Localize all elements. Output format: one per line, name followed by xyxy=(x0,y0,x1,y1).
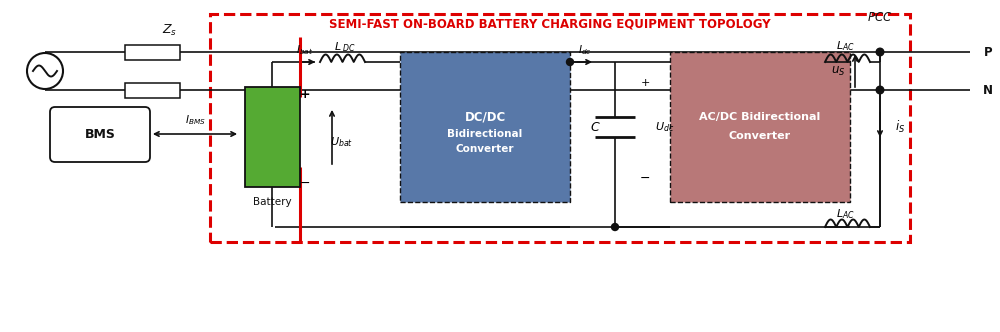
FancyBboxPatch shape xyxy=(670,52,850,202)
Text: $L_{\ DC}$: $L_{\ DC}$ xyxy=(334,40,356,54)
Text: $U_{bat}$: $U_{bat}$ xyxy=(330,135,353,149)
Text: DC/DC: DC/DC xyxy=(464,111,506,124)
Text: SEMI-FAST ON-BOARD BATTERY CHARGING EQUIPMENT TOPOLOGY: SEMI-FAST ON-BOARD BATTERY CHARGING EQUI… xyxy=(329,18,771,31)
Circle shape xyxy=(876,48,884,56)
Text: $C$: $C$ xyxy=(590,121,600,133)
Text: $-$: $-$ xyxy=(639,171,651,184)
FancyBboxPatch shape xyxy=(50,107,150,162)
Text: Bidirectional: Bidirectional xyxy=(447,129,523,139)
Circle shape xyxy=(612,223,618,230)
Text: $u_S$: $u_S$ xyxy=(831,64,845,78)
Text: $L_{AC}$: $L_{AC}$ xyxy=(836,207,854,221)
FancyBboxPatch shape xyxy=(245,87,300,187)
Text: $\mathit{PCC}$: $\mathit{PCC}$ xyxy=(867,11,893,24)
Text: $-$: $-$ xyxy=(299,176,311,189)
Text: $U_{dc}$: $U_{dc}$ xyxy=(655,120,674,134)
Text: $L_{AC}$: $L_{AC}$ xyxy=(836,39,854,53)
Text: AC/DC Bidirectional: AC/DC Bidirectional xyxy=(699,112,821,122)
FancyBboxPatch shape xyxy=(125,82,180,98)
Text: BMS: BMS xyxy=(85,127,115,140)
Text: +: + xyxy=(300,88,310,101)
Circle shape xyxy=(876,86,884,94)
Text: Converter: Converter xyxy=(456,144,514,154)
Circle shape xyxy=(566,58,574,65)
Text: N: N xyxy=(983,84,993,97)
Text: $+$: $+$ xyxy=(640,76,650,88)
Text: $Z_s$: $Z_s$ xyxy=(162,23,178,38)
Text: Battery: Battery xyxy=(253,197,291,207)
FancyBboxPatch shape xyxy=(400,52,570,202)
FancyBboxPatch shape xyxy=(125,44,180,59)
Text: Converter: Converter xyxy=(729,131,791,141)
Text: P: P xyxy=(984,45,992,58)
Text: $I_{dc}$: $I_{dc}$ xyxy=(578,43,592,57)
Text: $I_{bat}$: $I_{bat}$ xyxy=(296,43,314,57)
Text: $i_S$: $i_S$ xyxy=(895,119,905,135)
Text: $I_{BMS}$: $I_{BMS}$ xyxy=(185,113,205,127)
